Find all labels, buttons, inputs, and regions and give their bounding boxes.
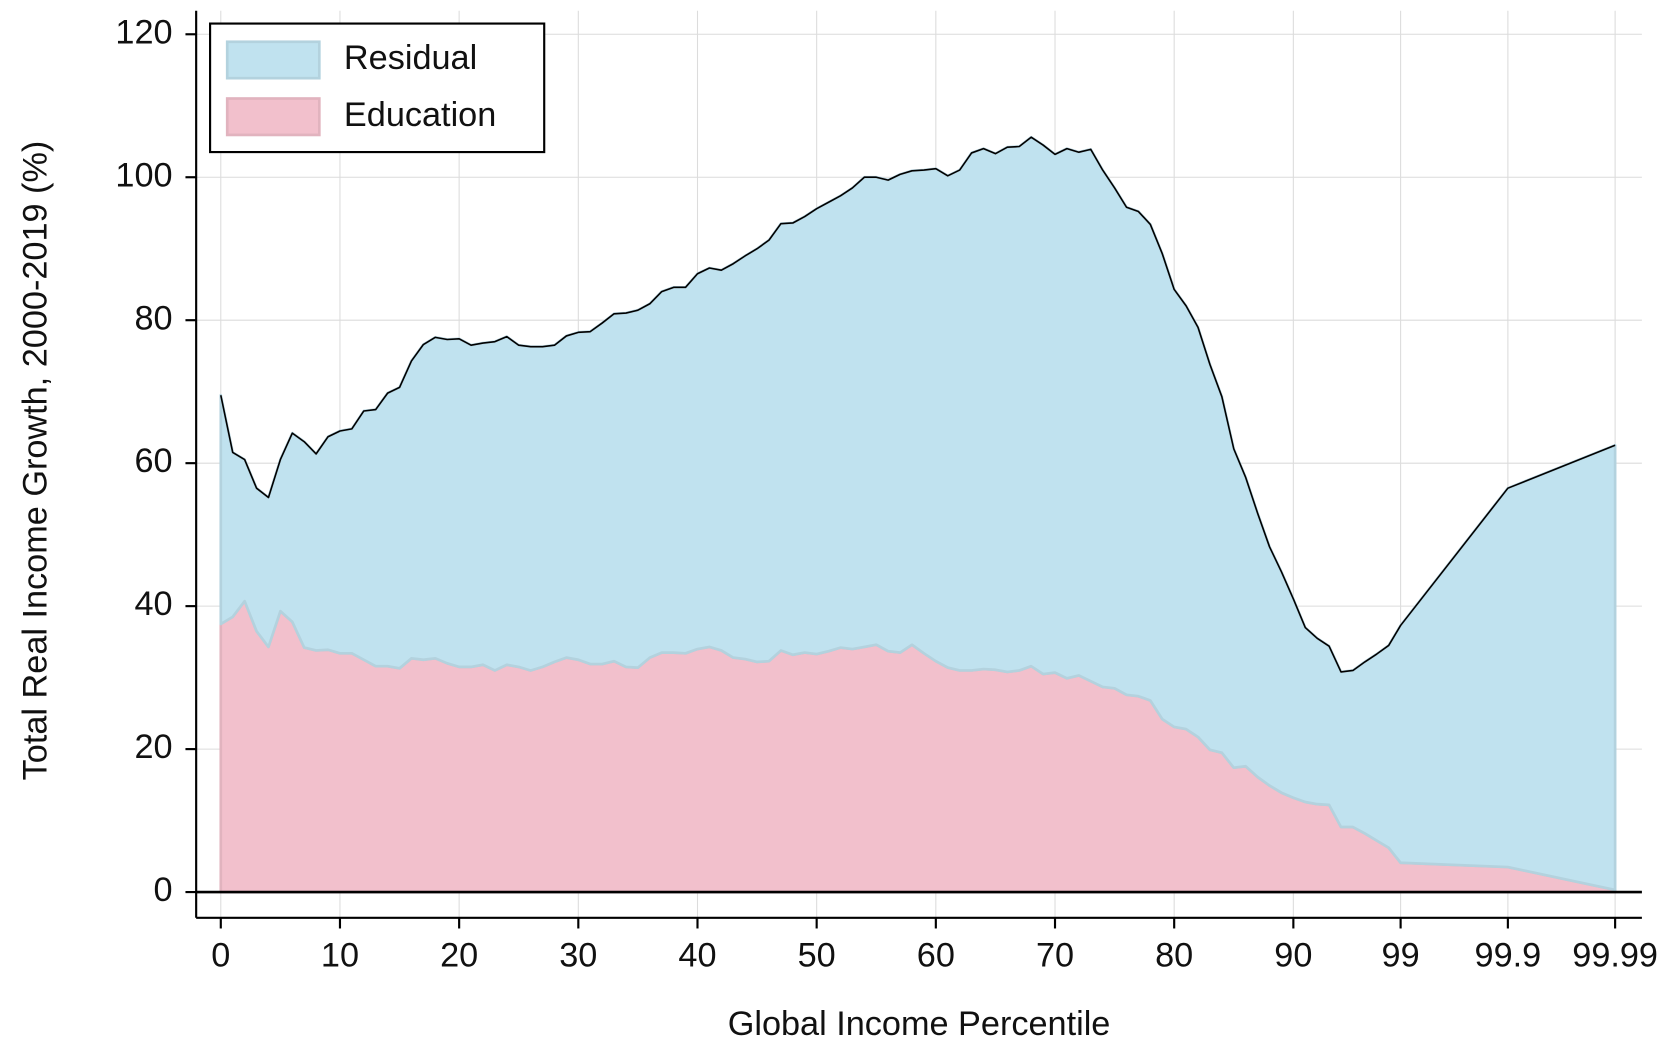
legend-swatch <box>225 97 321 137</box>
y-tick-label: 0 <box>154 871 173 909</box>
y-tick-label: 40 <box>134 585 172 623</box>
x-tick-label: 90 <box>1274 936 1312 974</box>
legend-label: Education <box>344 96 496 134</box>
total-outline <box>220 136 1616 673</box>
x-tick-label: 99.9 <box>1475 936 1542 974</box>
y-tick-label: 80 <box>134 299 172 337</box>
y-tick-label: 60 <box>134 442 172 480</box>
x-tick-label: 0 <box>211 936 230 974</box>
y-tick-label: 100 <box>115 156 172 194</box>
x-axis-title: Global Income Percentile <box>728 1005 1111 1042</box>
legend-swatch <box>225 40 321 80</box>
y-axis-title: Total Real Income Growth, 2000-2019 (%) <box>17 141 55 781</box>
legend-label: Residual <box>344 39 477 77</box>
x-tick-label: 30 <box>559 936 597 974</box>
x-tick-label: 10 <box>321 936 359 974</box>
y-tick-label: 120 <box>115 13 172 51</box>
x-tick-label: 80 <box>1155 936 1193 974</box>
x-tick-label: 99.99 <box>1572 936 1658 974</box>
x-tick-label: 70 <box>1036 936 1074 974</box>
y-tick-label: 20 <box>134 728 172 766</box>
x-tick-label: 50 <box>798 936 836 974</box>
x-tick-label: 60 <box>917 936 955 974</box>
x-tick-label: 20 <box>440 936 478 974</box>
x-tick-label: 99 <box>1382 936 1420 974</box>
x-tick-label: 40 <box>678 936 716 974</box>
